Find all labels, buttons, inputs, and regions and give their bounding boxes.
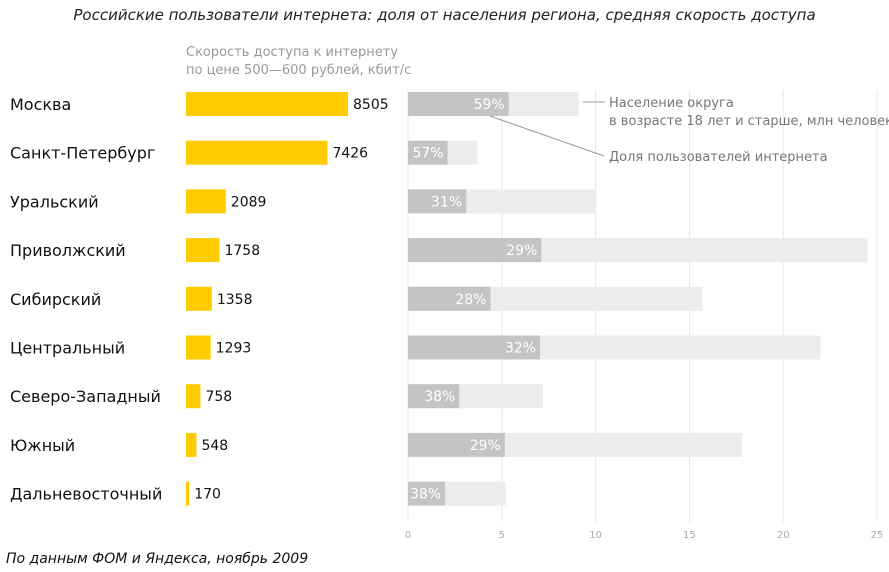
region-label: Южный: [10, 436, 75, 455]
x-axis-ticks: 0 5 10 15 20 25: [405, 530, 884, 541]
speed-caption: Скорость доступа к интернету по цене 500…: [186, 44, 411, 80]
chart-title: Российские пользователи интернета: доля …: [73, 6, 816, 24]
legend-share-leader: [489, 115, 605, 157]
internet-share-bar: [408, 238, 542, 263]
internet-share-bar: [408, 286, 491, 311]
speed-caption-line1: Скорость доступа к интернету: [186, 45, 399, 60]
legend-population-line2: в возрасте 18 лет и старше, млн человек: [609, 114, 889, 129]
source-note: По данным ФОМ и Яндекса, ноябрь 2009: [6, 551, 309, 567]
x-tick-label: 0: [405, 530, 411, 541]
x-tick-label: 25: [871, 530, 884, 541]
internet-share-bar: [408, 432, 505, 457]
speed-value: 7426: [332, 146, 368, 162]
row-8: Дальневосточный 170 38%: [10, 481, 506, 506]
region-label: Приволжский: [10, 241, 126, 260]
region-label: Северо-Западный: [10, 387, 161, 406]
speed-value: 758: [205, 389, 232, 405]
internet-share-label: 59%: [474, 97, 505, 113]
region-label: Центральный: [10, 339, 125, 358]
internet-share-label: 28%: [455, 292, 486, 308]
speed-bar: [186, 286, 212, 311]
region-label: Уральский: [10, 192, 99, 211]
internet-share-bar: [408, 335, 541, 360]
speed-value: 170: [194, 487, 221, 503]
speed-bar: [186, 335, 211, 360]
row-5: Центральный 1293 32%: [10, 335, 821, 360]
internet-share-bar: [408, 92, 509, 116]
speed-bar: [186, 189, 226, 214]
row-2: Уральский 2089 31%: [10, 189, 596, 214]
chart-rows: Москва 8505 59% Санкт-Петербург 7426 57% Ураль…: [10, 92, 868, 506]
internet-share-label: 38%: [410, 487, 441, 503]
region-label: Москва: [10, 95, 71, 114]
x-tick-label: 10: [589, 530, 602, 541]
speed-bar: [186, 384, 201, 409]
row-6: Северо-Западный 758 38%: [10, 384, 544, 409]
speed-bar: [186, 92, 348, 116]
internet-share-bar: [408, 189, 467, 214]
speed-bar: [186, 481, 190, 506]
chart: Москва 8505 59% Санкт-Петербург 7426 57% Ураль…: [10, 90, 889, 541]
internet-share-bar: [408, 384, 460, 409]
row-0: Москва 8505 59%: [10, 92, 579, 116]
legend: Население округа в возрасте 18 лет и ста…: [489, 96, 889, 165]
speed-bar: [186, 238, 220, 263]
x-tick-label: 15: [683, 530, 696, 541]
legend-share: Доля пользователей интернета: [609, 150, 828, 165]
internet-share-label: 29%: [506, 243, 537, 259]
row-4: Сибирский 1358 28%: [10, 286, 703, 311]
internet-share-label: 29%: [470, 438, 501, 454]
row-3: Приволжский 1758 29%: [10, 238, 868, 263]
speed-bar: [186, 140, 328, 165]
region-label: Сибирский: [10, 290, 101, 309]
speed-value: 1358: [217, 292, 253, 308]
speed-value: 2089: [231, 194, 267, 210]
speed-value: 8505: [353, 97, 389, 113]
internet-share-bar: [408, 481, 446, 506]
row-1: Санкт-Петербург 7426 57%: [10, 140, 478, 165]
row-7: Южный 548 29%: [10, 432, 742, 457]
internet-share-label: 32%: [505, 341, 536, 357]
internet-share-label: 31%: [431, 194, 462, 210]
internet-share-label: 57%: [412, 146, 443, 162]
region-label: Санкт-Петербург: [10, 144, 155, 163]
speed-bar: [186, 432, 197, 457]
legend-population-line1: Население округа: [609, 96, 734, 111]
speed-value: 1758: [224, 243, 260, 259]
internet-share-bar: [408, 140, 448, 165]
internet-share-label: 38%: [424, 389, 455, 405]
region-label: Дальневосточный: [10, 485, 162, 504]
x-tick-label: 20: [777, 530, 790, 541]
speed-caption-line2: по цене 500—600 рублей, кбит/с: [186, 63, 412, 78]
speed-value: 548: [201, 438, 228, 454]
x-tick-label: 5: [499, 530, 505, 541]
speed-value: 1293: [216, 341, 252, 357]
